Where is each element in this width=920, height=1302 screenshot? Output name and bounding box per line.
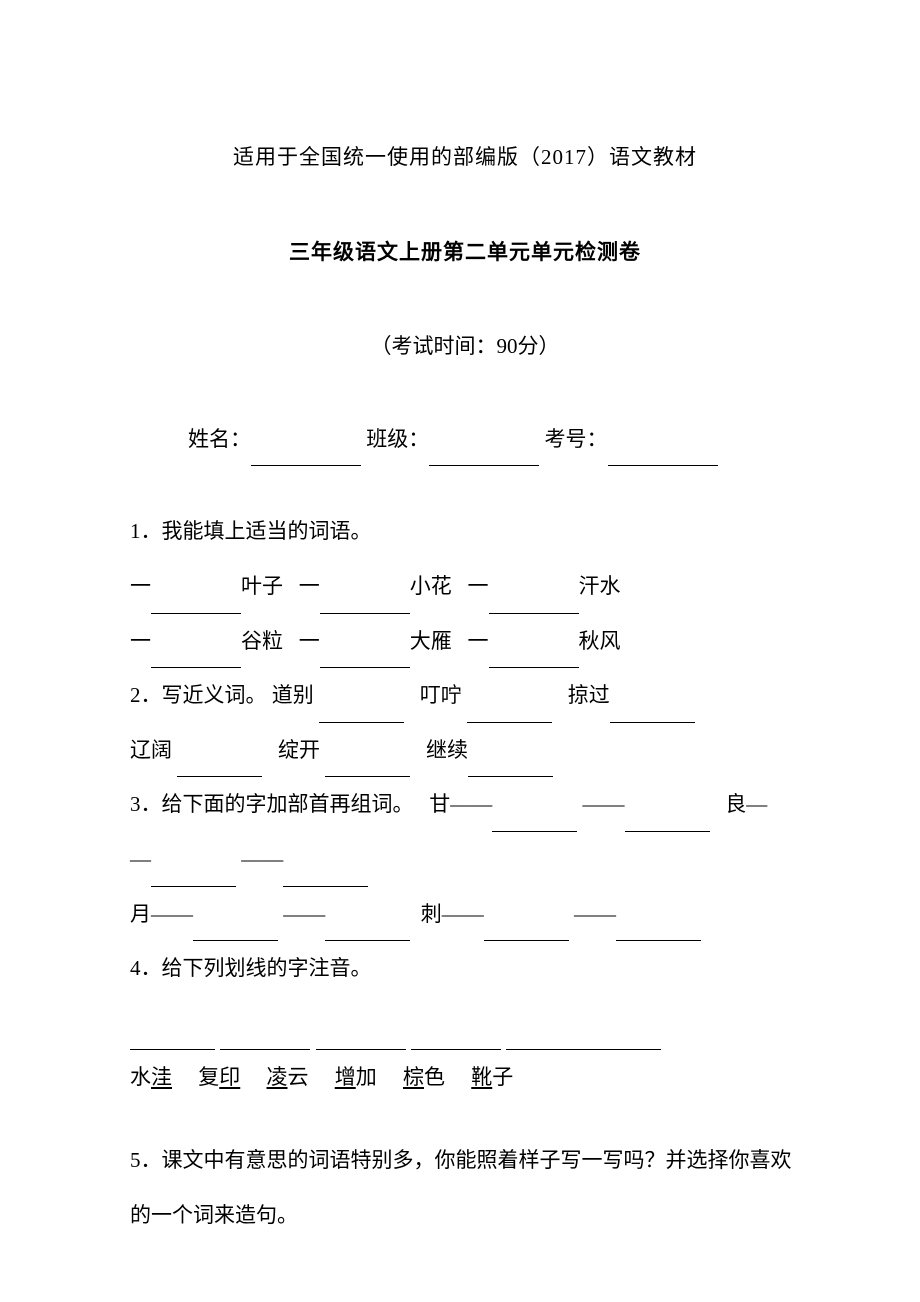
examno-label: 考号： bbox=[539, 427, 607, 451]
q2-text: 写近义词。 bbox=[162, 683, 267, 707]
q3-char: — bbox=[130, 847, 151, 871]
q1-item: 一 bbox=[130, 574, 151, 598]
q4-word-underlined: 凌 bbox=[267, 1065, 288, 1089]
q3-char: 良— bbox=[725, 792, 767, 816]
q3-char: 甘—— bbox=[429, 792, 492, 816]
q4-text: 给下列划线的字注音。 bbox=[162, 956, 372, 980]
q4-word-underlined: 印 bbox=[219, 1065, 240, 1089]
q1-item: 大雁 bbox=[410, 629, 452, 653]
name-blank bbox=[251, 465, 361, 466]
q2-word: 继续 bbox=[426, 738, 468, 762]
q3-char: 刺—— bbox=[421, 902, 484, 926]
q4-word-suffix: 色 bbox=[424, 1065, 445, 1089]
q4-word-suffix: 加 bbox=[356, 1065, 377, 1089]
q4-word-underlined: 洼 bbox=[151, 1065, 172, 1089]
q3-char: —— bbox=[574, 902, 616, 926]
q3-char: —— bbox=[241, 847, 283, 871]
q1-item: 一 bbox=[468, 629, 489, 653]
q4-word-suffix: 云 bbox=[288, 1065, 309, 1089]
q2-word: 道别 bbox=[272, 683, 314, 707]
name-label: 姓名： bbox=[188, 427, 251, 451]
q2-blank bbox=[610, 722, 695, 723]
q4-word-prefix: 水 bbox=[130, 1065, 151, 1089]
q1-item: 汗水 bbox=[579, 574, 621, 598]
q1-number: 1． bbox=[130, 519, 162, 543]
student-info-line: 姓名： 班级： 考号： bbox=[130, 412, 800, 467]
q4-words: 水洼 复印 凌云 增加 棕色 靴子 bbox=[130, 1050, 800, 1105]
class-label: 班级： bbox=[361, 427, 429, 451]
q3-blank bbox=[492, 831, 577, 832]
q1-text: 我能填上适当的词语。 bbox=[162, 519, 372, 543]
q3-row2: — —— bbox=[130, 832, 800, 887]
question-4: 4．给下列划线的字注音。 bbox=[130, 941, 800, 996]
q1-item: 一 bbox=[468, 574, 489, 598]
q3-blank bbox=[484, 940, 569, 941]
q4-word-underlined: 增 bbox=[335, 1065, 356, 1089]
q3-char: —— bbox=[283, 902, 325, 926]
question-5: 5．课文中有意思的词语特别多，你能照着样子写一写吗？并选择你喜欢的一个词来造句。 bbox=[130, 1133, 800, 1242]
question-1: 1．我能填上适当的词语。 bbox=[130, 504, 800, 559]
q5-number: 5． bbox=[130, 1148, 162, 1172]
q2-word: 绽开 bbox=[278, 738, 320, 762]
q1-item: 一 bbox=[299, 574, 320, 598]
q4-word-underlined: 棕 bbox=[403, 1065, 424, 1089]
q1-item: 一 bbox=[299, 629, 320, 653]
q1-item: 叶子 bbox=[241, 574, 283, 598]
q1-item: 谷粒 bbox=[241, 629, 283, 653]
q4-number: 4． bbox=[130, 956, 162, 980]
q3-blank bbox=[616, 940, 701, 941]
examno-blank bbox=[608, 465, 718, 466]
q2-row2: 辽阔 绽开 继续 bbox=[130, 723, 800, 778]
q4-word-prefix: 复 bbox=[198, 1065, 219, 1089]
q4-blanks bbox=[130, 996, 800, 1051]
q3-row3: 月—— —— 刺—— —— bbox=[130, 887, 800, 942]
question-2: 2．写近义词。 道别 叮咛 掠过 bbox=[130, 668, 800, 723]
q4-blank bbox=[506, 1049, 661, 1050]
q2-word: 掠过 bbox=[568, 683, 610, 707]
document-title: 三年级语文上册第二单元单元检测卷 bbox=[130, 225, 800, 280]
q3-text: 给下面的字加部首再组词。 bbox=[162, 792, 414, 816]
q4-word-suffix: 子 bbox=[492, 1065, 513, 1089]
document-header: 适用于全国统一使用的部编版（2017）语文教材 bbox=[130, 130, 800, 185]
q3-number: 3． bbox=[130, 792, 162, 816]
q1-row2: 一谷粒 一大雁 一秋风 bbox=[130, 614, 800, 669]
q2-word: 叮咛 bbox=[420, 683, 462, 707]
q1-item: 秋风 bbox=[579, 629, 621, 653]
q1-item: 小花 bbox=[410, 574, 452, 598]
q5-text: 课文中有意思的词语特别多，你能照着样子写一写吗？并选择你喜欢的一个词来造句。 bbox=[130, 1148, 792, 1227]
q3-char: 月—— bbox=[130, 902, 193, 926]
q1-row1: 一叶子 一小花 一汗水 bbox=[130, 559, 800, 614]
class-blank bbox=[429, 465, 539, 466]
q1-item: 一 bbox=[130, 629, 151, 653]
question-3: 3．给下面的字加部首再组词。 甘—— —— 良— bbox=[130, 777, 800, 832]
exam-time: （考试时间：90分） bbox=[130, 319, 800, 374]
q3-blank bbox=[625, 831, 710, 832]
q2-word: 辽阔 bbox=[130, 738, 172, 762]
q2-number: 2． bbox=[130, 683, 162, 707]
q4-word-underlined: 靴 bbox=[471, 1065, 492, 1089]
